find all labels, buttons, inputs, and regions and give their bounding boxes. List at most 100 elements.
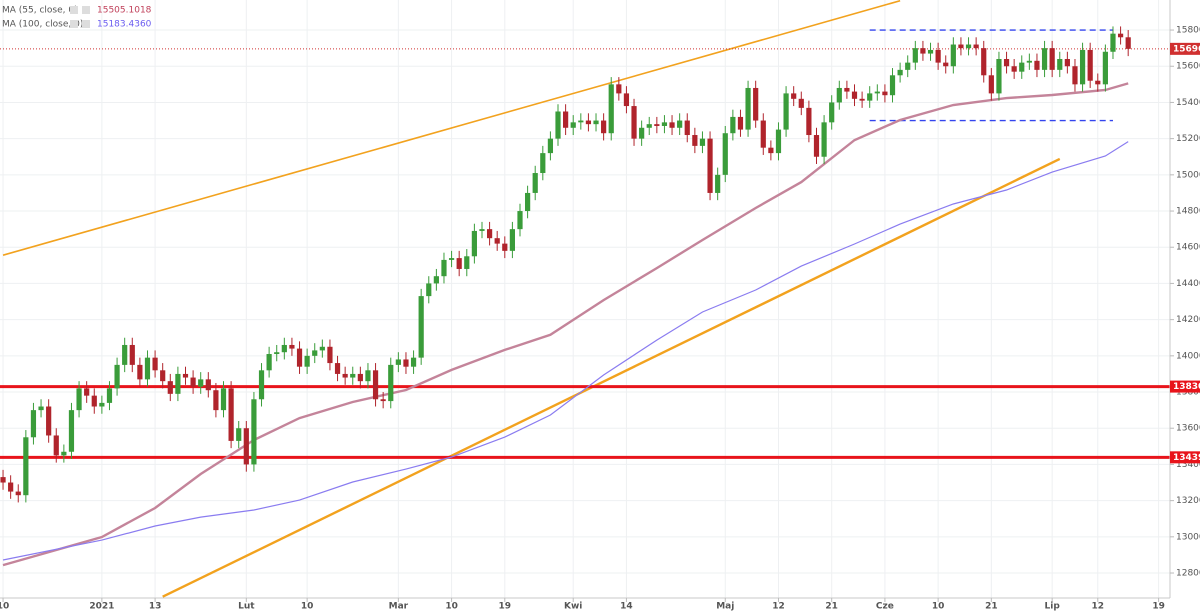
candle-body xyxy=(114,364,120,389)
candle-body xyxy=(274,352,280,355)
candle-body xyxy=(897,69,903,76)
candle-body xyxy=(433,276,439,284)
candle-body xyxy=(15,491,21,496)
candle-body xyxy=(304,355,310,367)
price-label: 13439.2 xyxy=(1173,453,1200,463)
candle-body xyxy=(791,93,797,99)
candle-body xyxy=(144,357,151,380)
candle-body xyxy=(23,437,29,496)
candle-body xyxy=(30,410,37,438)
x-tick-label: 21 xyxy=(985,602,998,612)
y-tick-label: 14200 xyxy=(1176,315,1200,325)
x-tick-label: 19 xyxy=(499,602,512,612)
candle-body xyxy=(1110,33,1116,52)
candle-body xyxy=(988,75,994,94)
candle-body xyxy=(403,359,409,367)
candle-body xyxy=(699,138,706,146)
candle-body xyxy=(730,116,736,134)
candle-body xyxy=(540,153,546,174)
candle-body xyxy=(46,406,52,436)
candle-body xyxy=(61,451,67,456)
candle-body xyxy=(631,106,637,139)
y-tick-label: 13400 xyxy=(1176,460,1200,470)
candle-body xyxy=(91,395,97,407)
candle-body xyxy=(555,111,561,139)
y-tick-label: 15600 xyxy=(1176,62,1200,72)
candle-body xyxy=(517,211,523,230)
candle-body xyxy=(563,111,569,128)
candle-body xyxy=(1072,66,1078,85)
candle-body xyxy=(228,388,234,441)
candle-body xyxy=(1095,80,1101,85)
candle-body xyxy=(920,48,926,54)
candle-body xyxy=(707,138,713,193)
candle-body xyxy=(38,406,44,411)
candle-body xyxy=(1041,48,1048,70)
candle-body xyxy=(190,377,196,387)
candle-body xyxy=(471,230,477,257)
candle-body xyxy=(1057,59,1063,70)
y-tick-label: 15000 xyxy=(1176,170,1200,180)
x-tick-label: 19 xyxy=(1152,602,1165,612)
candle-body xyxy=(1087,49,1093,81)
candle-body xyxy=(783,93,789,130)
x-tick-label: 10 xyxy=(932,602,945,612)
price-label-box xyxy=(1170,380,1200,393)
candle-body xyxy=(813,135,820,157)
candle-body xyxy=(220,388,227,411)
candle-body xyxy=(889,75,896,96)
legend: MA (55, close, 0) 15505.1018 MA (100, cl… xyxy=(2,6,152,30)
candle-body xyxy=(585,120,592,125)
legend-icon xyxy=(82,6,90,14)
candle-body xyxy=(456,258,462,269)
y-tick-label: 14400 xyxy=(1176,279,1200,289)
candle-body xyxy=(844,87,850,92)
candle-body xyxy=(601,120,607,134)
candle-body xyxy=(912,48,918,63)
candle-body xyxy=(99,402,105,407)
legend-label: MA (100, close, 0) xyxy=(2,20,83,30)
y-tick-label: 15200 xyxy=(1176,134,1200,144)
candle-body xyxy=(509,229,515,251)
candle-body xyxy=(935,49,941,63)
legend-value: 15183.4360 xyxy=(97,20,152,30)
candle-body xyxy=(639,127,645,139)
candle-body xyxy=(418,296,424,358)
candle-body xyxy=(68,410,75,452)
candle-body xyxy=(464,256,470,269)
candle-body xyxy=(76,388,82,411)
x-tick-label: Lip xyxy=(1045,602,1061,612)
x-tick-label: 10 xyxy=(445,602,458,612)
x-tick-label: 13 xyxy=(149,602,162,612)
candle-body xyxy=(251,399,257,465)
candle-body xyxy=(494,238,500,244)
candle-body xyxy=(388,364,394,402)
candle-body xyxy=(1034,60,1040,70)
y-tick-label: 14000 xyxy=(1176,351,1200,361)
candle-body xyxy=(502,243,508,251)
candle-body xyxy=(943,62,949,67)
candle-body xyxy=(1102,51,1108,85)
candle-body xyxy=(182,373,189,378)
candle-body xyxy=(167,381,173,394)
x-tick-label: Maj xyxy=(716,602,734,612)
legend-label: MA (55, close, 0) xyxy=(2,6,78,16)
candle-body xyxy=(646,124,652,128)
candle-body xyxy=(867,93,873,101)
candle-body xyxy=(1117,33,1124,38)
candle-body xyxy=(137,364,143,380)
candle-body xyxy=(1003,59,1010,67)
candle-body xyxy=(715,174,721,193)
y-tick-label: 12800 xyxy=(1176,569,1200,579)
candle-body xyxy=(84,388,90,396)
candle-body xyxy=(441,259,447,277)
candle-body xyxy=(692,135,698,146)
candle-body xyxy=(973,44,979,49)
candle-body xyxy=(296,348,303,367)
candle-body xyxy=(213,390,219,411)
y-tick-label: 13000 xyxy=(1176,532,1200,542)
x-tick-label: Kwi xyxy=(564,602,582,612)
x-tick-label: 12 xyxy=(1092,602,1105,612)
x-tick-label: 14 xyxy=(620,602,633,612)
